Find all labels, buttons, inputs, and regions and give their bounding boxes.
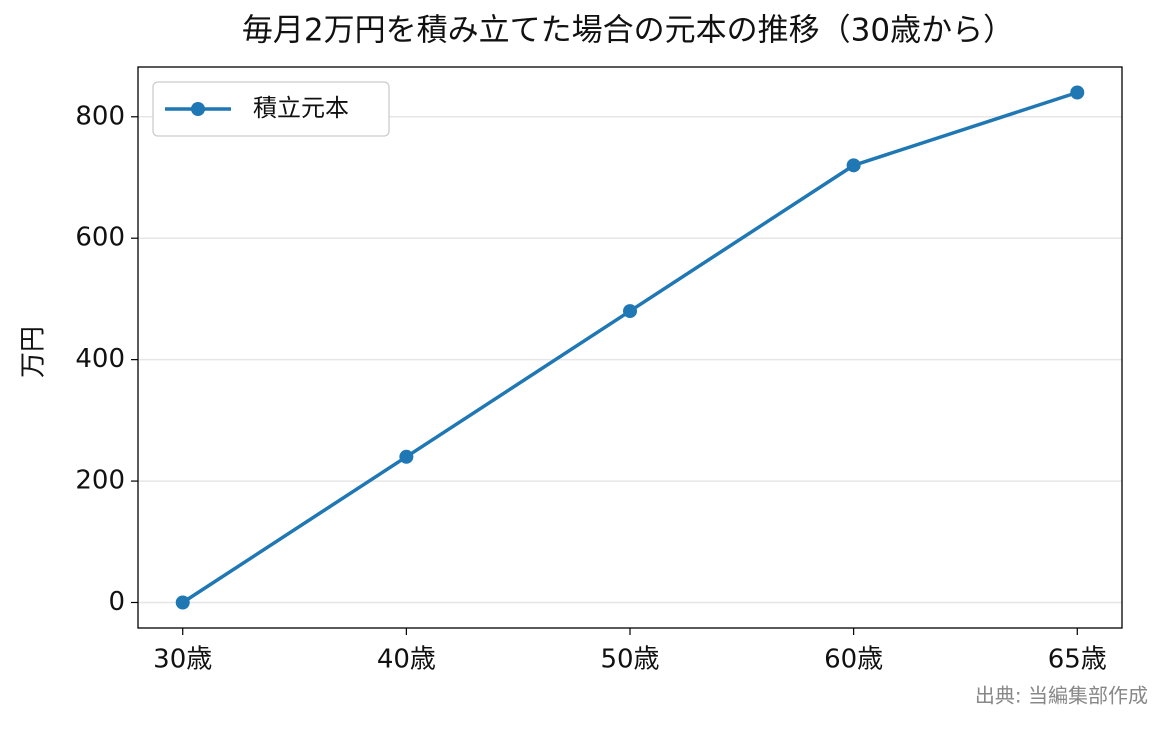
plot-frame xyxy=(137,66,1123,629)
y-tick-label: 400 xyxy=(75,344,125,374)
x-tick-label: 50歳 xyxy=(600,645,659,675)
data-point xyxy=(1070,85,1085,100)
series-line xyxy=(181,90,1078,604)
y-tick-label: 0 xyxy=(108,587,125,617)
data-point xyxy=(399,449,414,464)
legend-frame xyxy=(152,81,390,137)
chart-title: 毎月2万円を積み立てた場合の元本の推移（30歳から） xyxy=(242,13,1014,49)
source-note: 出典: 当編集部作成 xyxy=(975,684,1148,708)
data-point xyxy=(846,158,861,173)
legend: 積立元本 xyxy=(152,81,390,137)
y-tick-label: 600 xyxy=(75,223,125,253)
data-point xyxy=(175,595,190,610)
legend-label: 積立元本 xyxy=(253,94,349,122)
x-tick-label: 40歳 xyxy=(377,645,436,675)
legend-marker xyxy=(191,102,205,116)
y-tick-label: 200 xyxy=(75,466,125,496)
x-tick-label: 65歳 xyxy=(1048,645,1107,675)
y-tick-label: 800 xyxy=(75,101,125,131)
x-tick-label: 30歳 xyxy=(153,645,212,675)
data-point xyxy=(623,304,637,319)
y-axis-label: 万円 xyxy=(19,326,49,378)
x-tick-label: 60歳 xyxy=(824,645,883,675)
